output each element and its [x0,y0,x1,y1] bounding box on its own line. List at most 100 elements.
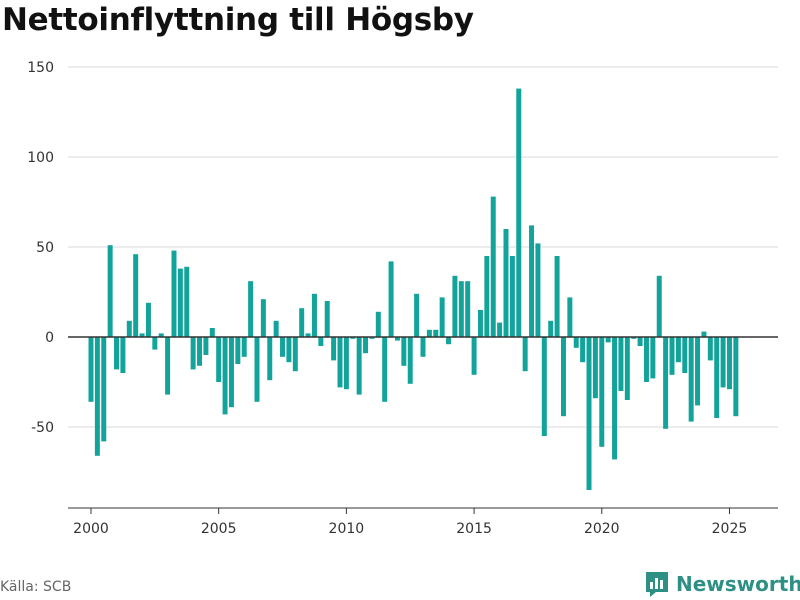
bar [573,337,579,348]
bar [331,337,337,361]
bar [222,337,228,415]
bar [216,337,222,382]
bar [101,337,107,442]
bar [516,88,522,337]
bar [612,337,618,460]
bar [267,337,273,381]
bar [292,337,298,372]
bar [369,337,375,339]
bar [560,337,566,417]
bar [145,302,151,337]
brand-logo: Newsworthy [644,570,800,598]
bar [605,337,611,343]
bar [497,322,503,337]
bar [650,337,656,379]
bar [197,337,203,366]
bar [439,297,445,337]
bar [458,281,464,337]
bar [509,256,515,337]
brand-name: Newsworthy [676,572,800,596]
bar [586,337,592,490]
x-tick-label: 2015 [456,521,492,537]
bar [394,337,400,341]
bar [363,337,369,354]
bar [299,308,305,337]
bar [535,243,541,337]
bar [273,320,279,337]
y-tick-label: 0 [45,330,54,346]
bar [248,281,254,337]
bar [171,250,177,337]
bar [726,337,732,390]
x-tick-label: 2025 [712,521,748,537]
bar [305,333,311,337]
bar [714,337,720,418]
y-tick-label: 100 [27,150,54,166]
bar [343,337,349,390]
bar [663,337,669,429]
bar [688,337,694,422]
bar [682,337,688,373]
bar [260,299,266,337]
bar [203,337,209,355]
bar [254,337,260,402]
bar [599,337,605,447]
bar [407,337,413,384]
bar [624,337,630,400]
bar [465,281,471,337]
x-tick-label: 2010 [329,521,365,537]
bar [190,337,196,370]
bar [592,337,598,399]
bar [318,337,324,346]
bar [477,310,483,337]
gridlines [68,66,778,428]
bar [235,337,241,364]
bar [388,261,394,337]
bar [311,293,317,337]
bar [158,333,164,337]
bar [241,337,247,357]
newsworthy-logo-icon [646,572,668,597]
bar [107,245,113,337]
chart-title: Nettoinflyttning till Högsby [2,2,474,38]
bar [184,266,190,337]
y-tick-label: 150 [27,60,54,76]
bar [433,329,439,337]
bar [94,337,100,456]
x-tick-label: 2020 [584,521,620,537]
bar [733,337,739,417]
bar [165,337,171,395]
bar [420,337,426,357]
bar [541,337,547,436]
bar [656,275,662,337]
bar [177,268,183,337]
bar [637,337,643,346]
bar [152,337,158,350]
bars [88,88,739,490]
bar [695,337,701,406]
bar [88,337,94,402]
bar [209,328,215,337]
bar [382,337,388,402]
bar [286,337,292,363]
axes: -50 0 50 100 150 2000 2005 2010 2015 2020 2025 [27,60,778,537]
bar [631,337,637,339]
bar [375,311,381,337]
bar [503,229,509,337]
bar [401,337,407,366]
bar [452,275,458,337]
bar [675,337,681,363]
source-note: Källa: SCB [0,579,72,595]
bar [701,331,707,337]
bar [567,297,573,337]
bar [548,320,554,337]
bar [669,337,675,375]
bar [280,337,286,357]
bar [484,256,490,337]
bar [446,337,452,345]
bar [490,196,496,337]
bar [522,337,528,372]
bar [120,337,126,373]
bar [580,337,586,363]
